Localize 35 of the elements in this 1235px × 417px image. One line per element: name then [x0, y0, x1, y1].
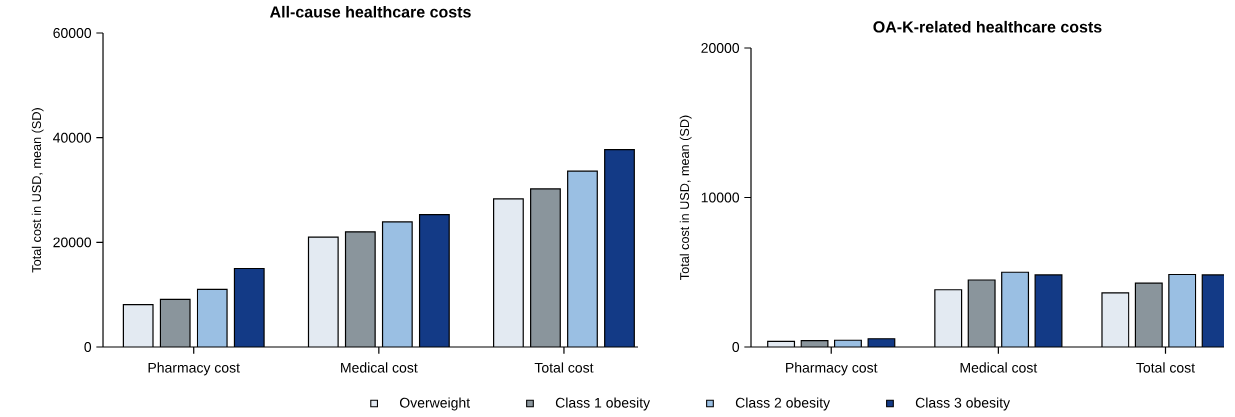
- bar: [1035, 274, 1062, 347]
- bar: [493, 198, 524, 347]
- y-tick-label: 40000: [53, 132, 92, 143]
- x-tick-label: Pharmacy cost: [148, 362, 240, 376]
- legend-label: Overweight: [399, 397, 470, 411]
- y-axis-title: Total cost in USD, mean (SD): [31, 108, 44, 273]
- y-axis-title: Total cost in USD, mean (SD): [679, 115, 692, 280]
- x-tick-label: Medical cost: [341, 362, 418, 373]
- y-tick-label: 0: [84, 342, 92, 352]
- x-tick-label: Total cost: [1136, 362, 1195, 373]
- bar: [1134, 282, 1163, 347]
- bar: [123, 304, 153, 347]
- y-tick-label: 0: [732, 342, 740, 352]
- bar: [308, 237, 339, 347]
- bar: [345, 231, 376, 347]
- y-tick-label: 60000: [53, 28, 92, 38]
- legend-label: Class 2 obesity: [735, 397, 831, 411]
- bar: [530, 188, 561, 347]
- bar: [1168, 273, 1197, 347]
- bar: [604, 149, 635, 347]
- legend-label: Class 3 obesity: [915, 397, 1011, 411]
- x-tick-label: Pharmacy cost: [786, 362, 878, 376]
- y-tick-label: 10000: [701, 192, 740, 203]
- y-tick-label: 20000: [701, 43, 740, 53]
- bar: [419, 214, 450, 347]
- chart-title: OA-K-related healthcare costs: [873, 20, 1102, 33]
- bar: [160, 299, 191, 347]
- legend-label: Class 1 obesity: [555, 397, 651, 411]
- bar: [968, 280, 996, 347]
- bar: [1001, 272, 1029, 347]
- x-tick-label: Medical cost: [960, 362, 1038, 373]
- bar: [234, 268, 265, 347]
- chart-title: All-cause healthcare costs: [269, 5, 471, 18]
- x-tick-label: Total cost: [534, 362, 594, 373]
- y-tick-label: 20000: [53, 237, 92, 248]
